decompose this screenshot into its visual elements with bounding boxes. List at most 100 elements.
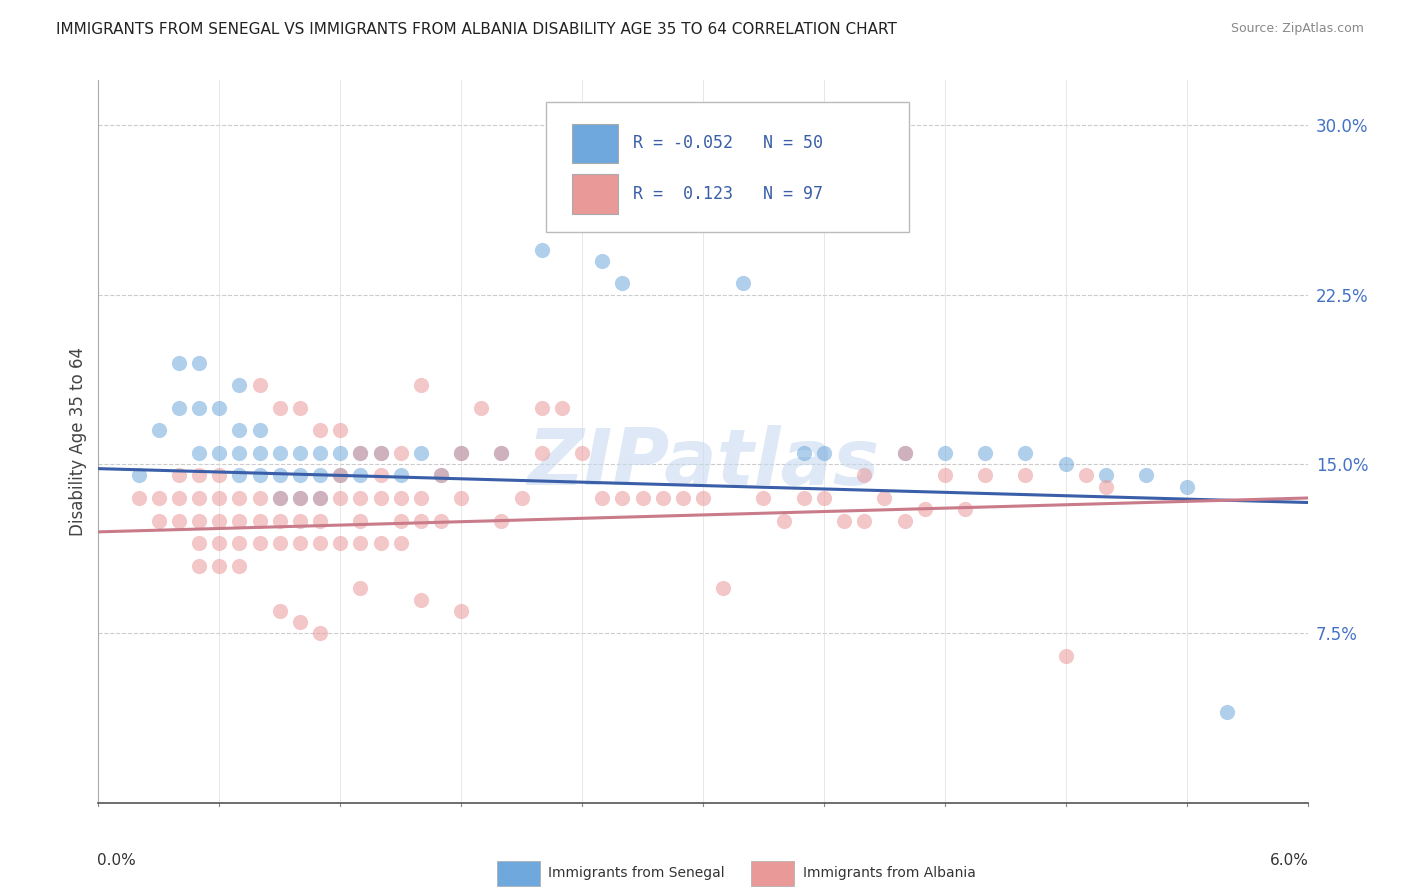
Point <box>793 491 815 505</box>
Point <box>167 401 190 415</box>
Point <box>188 514 211 528</box>
Point <box>188 401 211 415</box>
Point <box>631 491 654 505</box>
Point <box>249 536 271 550</box>
Point <box>288 491 311 505</box>
Point <box>288 615 311 630</box>
Point <box>409 491 432 505</box>
Point <box>409 378 432 392</box>
Point <box>208 536 231 550</box>
Point <box>370 468 392 483</box>
Bar <box>498 861 540 886</box>
Text: IMMIGRANTS FROM SENEGAL VS IMMIGRANTS FROM ALBANIA DISABILITY AGE 35 TO 64 CORRE: IMMIGRANTS FROM SENEGAL VS IMMIGRANTS FR… <box>56 22 897 37</box>
Point <box>269 536 291 550</box>
Text: Immigrants from Albania: Immigrants from Albania <box>803 866 976 880</box>
Point <box>491 514 513 528</box>
Text: R =  0.123   N = 97: R = 0.123 N = 97 <box>633 185 823 202</box>
Point <box>430 514 453 528</box>
Point <box>832 514 855 528</box>
Point <box>853 468 876 483</box>
Point <box>249 468 271 483</box>
Point <box>370 446 392 460</box>
Point <box>349 491 371 505</box>
Point <box>1054 648 1077 663</box>
Point <box>269 468 291 483</box>
Text: Source: ZipAtlas.com: Source: ZipAtlas.com <box>1230 22 1364 36</box>
Point <box>450 491 472 505</box>
Point <box>309 491 332 505</box>
Point <box>813 446 835 460</box>
Point <box>329 468 352 483</box>
Point <box>349 582 371 596</box>
Point <box>853 514 876 528</box>
Point <box>148 491 170 505</box>
Point <box>793 446 815 460</box>
Point <box>309 423 332 437</box>
Point <box>530 401 553 415</box>
Point <box>309 514 332 528</box>
Point <box>1074 468 1097 483</box>
Point <box>612 491 634 505</box>
Point <box>269 491 291 505</box>
Point <box>128 491 150 505</box>
Point <box>128 468 150 483</box>
Point <box>228 468 250 483</box>
Point <box>974 446 997 460</box>
Point <box>1014 468 1036 483</box>
Point <box>370 536 392 550</box>
Point <box>1014 446 1036 460</box>
Point <box>409 446 432 460</box>
Point <box>269 604 291 618</box>
Point <box>389 491 412 505</box>
Point <box>813 491 835 505</box>
Point <box>591 253 613 268</box>
Y-axis label: Disability Age 35 to 64: Disability Age 35 to 64 <box>69 347 87 536</box>
Point <box>914 502 936 516</box>
Point <box>329 423 352 437</box>
Point <box>188 355 211 369</box>
Point <box>208 491 231 505</box>
Point <box>510 491 533 505</box>
Point <box>288 536 311 550</box>
Point <box>450 446 472 460</box>
Point <box>188 468 211 483</box>
Point <box>228 446 250 460</box>
Point <box>188 446 211 460</box>
Text: Immigrants from Senegal: Immigrants from Senegal <box>548 866 725 880</box>
Point <box>450 604 472 618</box>
Point <box>873 491 896 505</box>
Point <box>389 536 412 550</box>
Point <box>269 401 291 415</box>
Point <box>409 514 432 528</box>
Point <box>752 491 775 505</box>
Text: 6.0%: 6.0% <box>1270 854 1309 869</box>
Point <box>288 491 311 505</box>
Point <box>208 401 231 415</box>
Point <box>430 468 453 483</box>
Point <box>329 491 352 505</box>
Point <box>934 446 956 460</box>
Point <box>349 514 371 528</box>
Point <box>491 446 513 460</box>
Point <box>148 423 170 437</box>
Point <box>249 378 271 392</box>
Point <box>934 468 956 483</box>
Point <box>208 514 231 528</box>
Point <box>167 468 190 483</box>
Point <box>571 446 593 460</box>
Point <box>167 355 190 369</box>
Point <box>1135 468 1157 483</box>
Point <box>974 468 997 483</box>
Point <box>450 446 472 460</box>
Point <box>349 536 371 550</box>
Point <box>288 401 311 415</box>
Point <box>389 446 412 460</box>
Point <box>208 468 231 483</box>
Point <box>269 514 291 528</box>
Point <box>288 468 311 483</box>
Point <box>309 626 332 640</box>
Point <box>288 446 311 460</box>
Point <box>491 446 513 460</box>
Point <box>269 491 291 505</box>
Point <box>148 514 170 528</box>
